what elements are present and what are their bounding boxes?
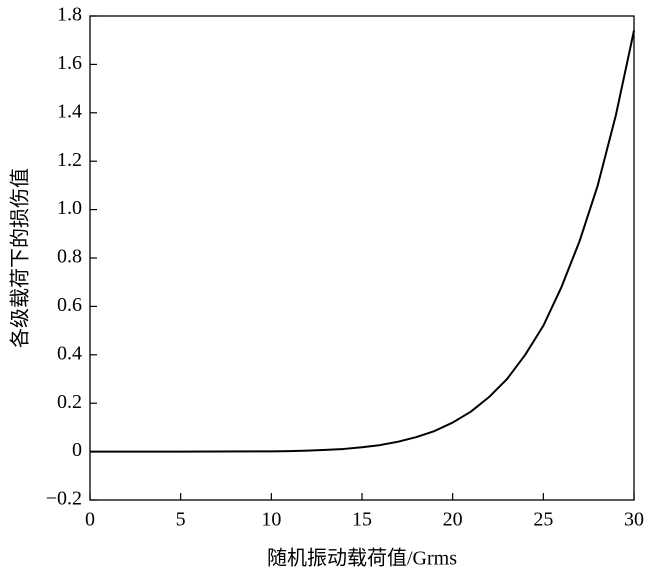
y-tick-label: 0 (72, 439, 82, 461)
y-tick-label: 1.0 (57, 197, 82, 219)
x-tick-label: 0 (85, 509, 95, 531)
y-tick-label: 0.6 (57, 294, 82, 316)
x-tick-label: 5 (176, 509, 186, 531)
x-axis-label: 随机振动载荷值/Grms (267, 547, 457, 570)
y-tick-label: −0.2 (46, 488, 82, 510)
x-tick-label: 30 (624, 509, 644, 531)
x-tick-label: 15 (352, 509, 372, 531)
x-tick-label: 20 (443, 509, 463, 531)
y-tick-label: 1.8 (57, 4, 82, 26)
y-tick-label: 1.2 (57, 149, 82, 171)
y-tick-label: 0.4 (57, 342, 82, 364)
plot-frame (89, 15, 635, 501)
y-tick-label: 0.2 (57, 391, 82, 413)
y-tick-label: 1.6 (57, 52, 82, 74)
y-axis-label: 各级载荷下的损伤值 (9, 168, 32, 348)
y-tick-label: 0.8 (57, 246, 82, 268)
y-tick-label: 1.4 (57, 100, 82, 122)
x-tick-label: 10 (261, 509, 281, 531)
x-tick-label: 25 (533, 509, 553, 531)
data-line (90, 30, 635, 453)
